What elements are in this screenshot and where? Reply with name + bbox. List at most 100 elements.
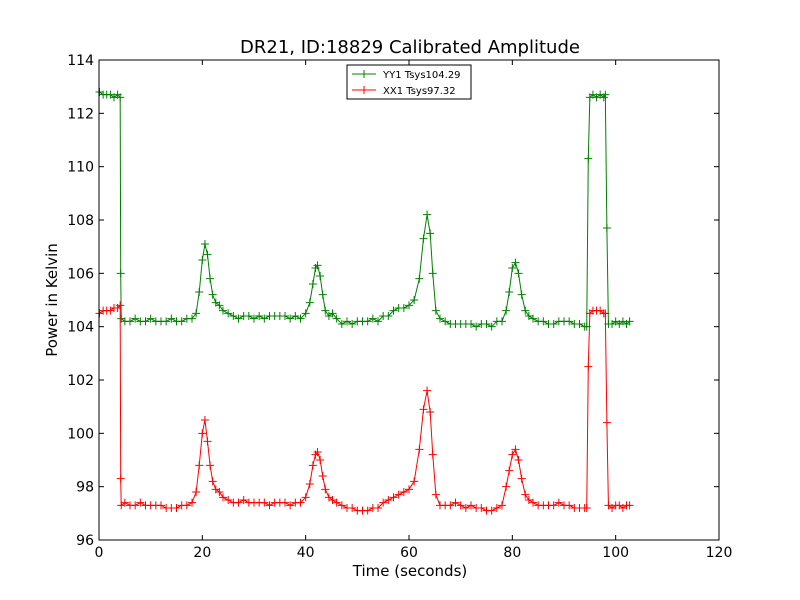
data-point: [250, 314, 258, 323]
data-point: [291, 312, 300, 320]
data-point: [239, 496, 248, 504]
data-point: [316, 272, 325, 280]
data-point: [492, 504, 501, 512]
data-point: [332, 498, 341, 507]
data-point: [467, 320, 475, 328]
x-axis-label: Time (seconds): [352, 562, 468, 580]
data-point: [514, 269, 523, 278]
data-point: [308, 280, 317, 288]
data-point: [313, 448, 322, 456]
data-point: [195, 288, 204, 296]
data-point: [584, 362, 593, 371]
data-point: [384, 312, 393, 320]
data-point: [368, 314, 377, 323]
data-point: [511, 258, 520, 267]
data-point: [200, 240, 209, 248]
axis-ticks: 0 20 40 60 80 100 120 96 98 100 102 104 106 108 110 112…: [67, 53, 732, 561]
x-tick-label: 100: [602, 545, 629, 561]
data-point: [203, 250, 212, 259]
data-point: [389, 306, 398, 315]
data-point: [146, 314, 155, 323]
data-point: [198, 256, 207, 264]
data-point: [601, 309, 610, 318]
data-point: [602, 224, 611, 232]
data-point: [374, 504, 382, 512]
data-point: [374, 317, 382, 326]
y-tick-label: 114: [67, 53, 94, 69]
data-point: [200, 416, 209, 424]
data-point: [482, 320, 491, 328]
data-point: [575, 320, 584, 328]
data-point: [423, 386, 432, 395]
data-point: [265, 501, 274, 510]
data-point: [426, 229, 435, 238]
data-point: [192, 488, 201, 496]
data-point: [195, 461, 204, 470]
data-point: [554, 498, 563, 507]
data-point: [461, 504, 470, 512]
data-point: [182, 501, 191, 510]
data-point: [206, 274, 215, 283]
data-point: [244, 312, 253, 320]
data-point: [511, 445, 520, 454]
data-point: [281, 312, 289, 320]
data-point: [224, 309, 233, 318]
data-point: [337, 320, 346, 328]
series-line: [99, 91, 630, 328]
data-point: [601, 90, 610, 99]
data-point: [446, 501, 455, 510]
data-point: [487, 322, 496, 331]
x-tick-label: 0: [95, 545, 104, 561]
data-point: [116, 474, 125, 483]
data-point: [192, 309, 201, 318]
y-tick-label: 106: [67, 266, 94, 282]
data-point: [157, 501, 165, 510]
data-point: [162, 317, 171, 326]
data-point: [318, 290, 327, 299]
data-point: [508, 450, 517, 459]
data-point: [188, 314, 196, 323]
data-point: [467, 501, 475, 510]
legend-item: YY1 Tsys104.29: [352, 70, 461, 81]
data-point: [415, 445, 424, 454]
x-tick-label: 120: [706, 545, 733, 561]
data-point: [255, 312, 264, 320]
data-point: [431, 306, 440, 315]
data-point: [549, 501, 558, 510]
data-point: [456, 501, 465, 510]
series-2: [95, 301, 634, 515]
data-point: [451, 498, 460, 507]
x-tick-label: 60: [400, 545, 418, 561]
data-point: [428, 269, 437, 278]
x-tick-label: 80: [503, 545, 521, 561]
y-tick-label: 96: [76, 533, 94, 549]
data-point: [229, 312, 238, 320]
data-point: [394, 490, 403, 499]
data-point: [399, 488, 408, 496]
data-point: [549, 320, 558, 328]
data-point: [208, 477, 217, 486]
chart-title: DR21, ID:18829 Calibrated Amplitude: [240, 37, 580, 58]
data-point: [120, 498, 129, 507]
y-axis-label: Power in Kelvin: [43, 243, 61, 357]
data-point: [172, 504, 181, 512]
data-point: [529, 314, 537, 323]
x-tick-label: 40: [297, 545, 315, 561]
data-point: [565, 501, 574, 510]
data-point: [296, 314, 305, 323]
data-point: [318, 472, 327, 480]
data-point: [436, 314, 444, 323]
data-point: [116, 301, 125, 310]
legend-item: XX1 Tsys97.32: [352, 86, 456, 97]
data-point: [208, 290, 217, 299]
data-point: [328, 496, 337, 504]
data-point: [584, 154, 593, 163]
data-point: [582, 504, 591, 512]
data-point: [305, 480, 314, 488]
data-point: [399, 304, 408, 312]
data-point: [524, 312, 533, 320]
data-point: [203, 437, 212, 446]
data-point: [316, 456, 325, 464]
data-point: [206, 461, 215, 470]
legend-label: XX1 Tsys97.32: [383, 86, 456, 97]
